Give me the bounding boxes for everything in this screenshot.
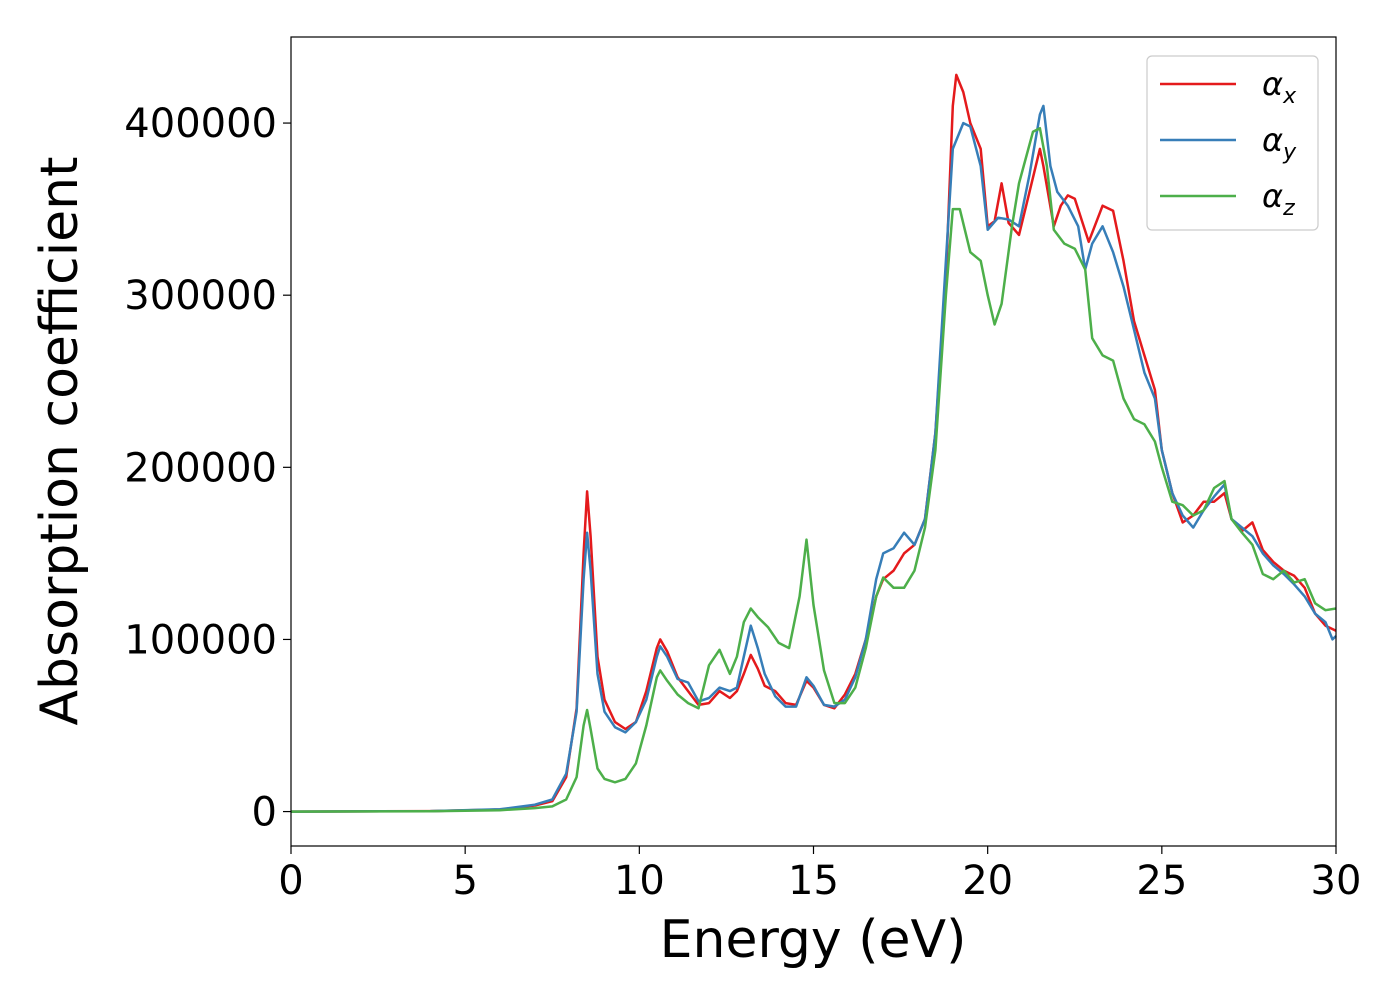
x-tick-label: 15 [788,858,839,904]
series-line-y [290,104,1337,813]
legend: αx αy αz [1146,55,1319,231]
y-axis-ticks: 0 100000 200000 300000 400000 [124,101,291,836]
x-tick-label: 0 [278,858,303,904]
y-tick-label: 300000 [124,273,277,319]
series-line-z [290,126,1337,813]
y-tick-label: 400000 [124,101,277,147]
series-layer [290,73,1337,813]
x-axis-label: Energy (eV) [660,910,967,970]
y-tick-label: 0 [252,790,277,836]
x-tick-label: 20 [962,858,1013,904]
y-tick-label: 200000 [124,445,277,491]
y-tick-label: 100000 [124,617,277,663]
x-tick-label: 10 [614,858,665,904]
x-tick-label: 5 [452,858,477,904]
x-tick-label: 30 [1311,858,1362,904]
legend-label-z: αz [1262,177,1295,221]
legend-box [1146,55,1319,231]
x-axis-ticks: 0 5 10 15 20 25 30 [278,846,1361,904]
y-axis-label: Absorption coefficient [30,156,90,725]
x-tick-label: 25 [1136,858,1187,904]
legend-label-y: αy [1262,121,1297,165]
legend-label-x: αx [1262,65,1297,109]
